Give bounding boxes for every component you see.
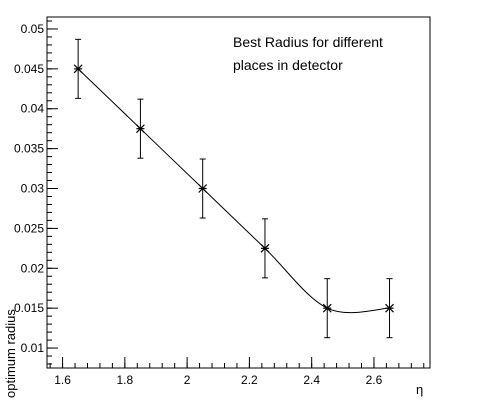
x-axis-title: η [416, 382, 423, 397]
y-tick-label: 0.02 [21, 261, 45, 275]
data-point [260, 243, 270, 253]
y-tick-label: 0.025 [14, 221, 44, 235]
plot-frame [46, 16, 431, 369]
y-tick-label: 0.04 [21, 102, 45, 116]
y-tick-label: 0.035 [14, 142, 44, 156]
chart-title-line-1: Best Radius for different [233, 34, 383, 50]
y-tick-label: 0.015 [14, 301, 44, 315]
y-axis-title: optimum radius [3, 309, 18, 398]
chart-title-line-2: places in detector [233, 57, 343, 73]
x-tick-label: 2.4 [303, 373, 320, 387]
y-tick-label: 0.045 [14, 62, 44, 76]
data-point [385, 303, 394, 313]
x-tick-label: 2.2 [241, 373, 258, 387]
y-tick-label: 0.01 [21, 341, 45, 355]
series-line [77, 68, 390, 314]
y-tick-label: 0.03 [21, 182, 45, 196]
data-point [198, 184, 208, 193]
x-tick-label: 2.6 [366, 373, 383, 387]
x-tick-label: 1.8 [117, 373, 134, 387]
data-point [73, 64, 83, 74]
y-tick-label: 0.05 [21, 22, 45, 36]
data-point [322, 303, 332, 313]
data-point [135, 124, 145, 134]
x-tick-label: 1.6 [54, 373, 71, 387]
x-tick-label: 2 [184, 373, 191, 387]
